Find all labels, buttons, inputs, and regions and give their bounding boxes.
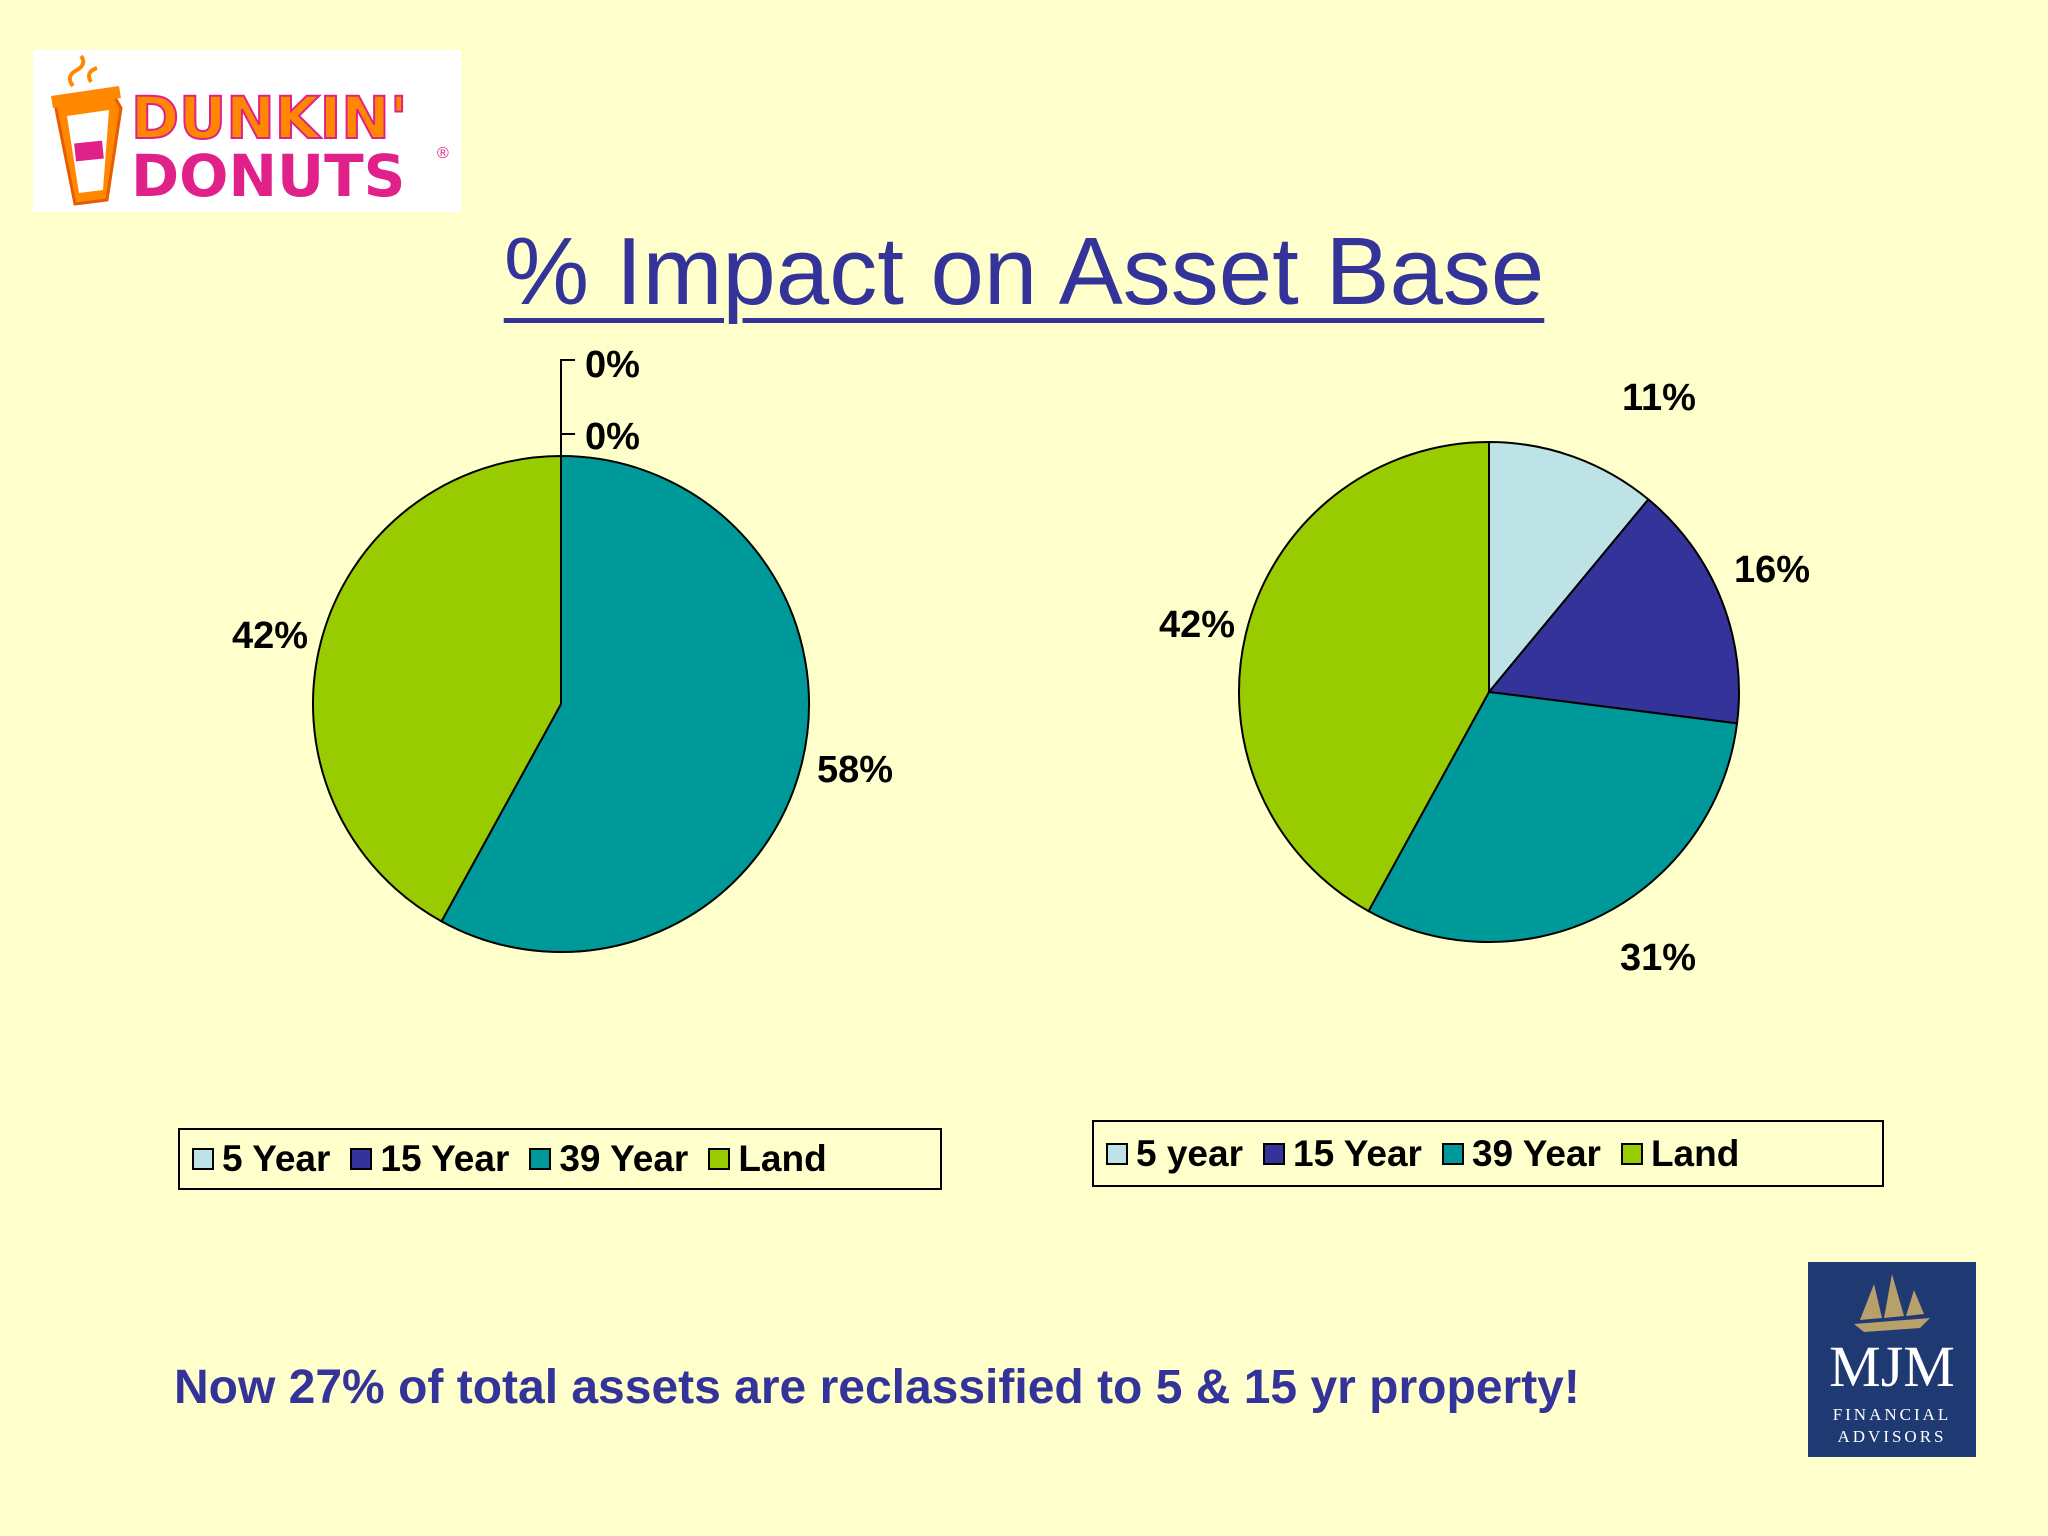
data-label-land: 42% xyxy=(232,615,308,657)
legend-item-5-year: 5 Year xyxy=(192,1138,330,1180)
legend-item-land: Land xyxy=(1620,1132,1740,1175)
legend-label: 39 Year xyxy=(559,1138,689,1179)
dunkin-donuts-logo: DUNKIN' DONUTS ® xyxy=(33,50,461,212)
pie-slice-fifteen-year xyxy=(1487,497,1740,725)
pie-chart-before: 0% 0% 58% 42% xyxy=(232,344,893,953)
legend-item-5-year: 5 year xyxy=(1106,1133,1243,1175)
legend-label: 39 Year xyxy=(1471,1132,1601,1174)
pie-slice-thirtynine-year xyxy=(1367,690,1739,943)
logo-text-dunkin: DUNKIN' xyxy=(131,84,408,152)
data-label-five-year: 0% xyxy=(585,344,640,386)
footer-note: Now 27% of total assets are reclassified… xyxy=(174,1361,1580,1414)
legend-item-15-year: 15 Year xyxy=(350,1138,509,1180)
registered-mark: ® xyxy=(437,145,449,162)
logo-text-donuts: DONUTS xyxy=(131,142,405,210)
pie-chart-after: 11% 16% 31% 42% xyxy=(1159,380,1810,979)
sailing-ship-icon xyxy=(1854,1274,1930,1332)
pie-slice-thirtynine-year xyxy=(440,454,810,953)
legend-swatch xyxy=(350,1148,373,1170)
coffee-cup-icon xyxy=(51,54,123,206)
logo-text-advisors: ADVISORS xyxy=(1837,1427,1946,1446)
legend-swatch xyxy=(1106,1142,1128,1165)
legend-label: 15 Year xyxy=(380,1138,510,1179)
data-label-fifteen-year: 16% xyxy=(1734,549,1810,591)
legend-item-15-year: 15 Year xyxy=(1263,1133,1422,1175)
data-label-fifteen-year: 0% xyxy=(585,416,640,458)
legend-label: 15 Year xyxy=(1293,1132,1422,1174)
data-label-five-year: 11% xyxy=(1622,380,1696,419)
legend-swatch xyxy=(1620,1142,1643,1165)
legend-item-land: Land xyxy=(708,1138,827,1180)
legend-swatch xyxy=(1263,1142,1285,1165)
logo-text-financial: FINANCIAL xyxy=(1833,1405,1952,1424)
legend-label: Land xyxy=(1650,1132,1740,1174)
legend-label: Land xyxy=(738,1138,827,1179)
legend-item-39-year: 39 Year xyxy=(529,1138,688,1180)
legend-swatch xyxy=(192,1148,214,1170)
legend-left: 5 Year 15 Year 39 Year Land xyxy=(178,1128,942,1190)
leader-line-five-year xyxy=(560,359,575,456)
legend-swatch xyxy=(1441,1142,1464,1165)
data-label-thirtynine-year: 58% xyxy=(817,749,893,791)
leader-line-fifteen-year xyxy=(560,433,575,464)
legend-swatch xyxy=(708,1148,731,1170)
legend-right: 5 year 15 Year 39 Year Land xyxy=(1092,1120,1884,1187)
pie-slice-land xyxy=(1238,440,1490,913)
pie-slice-five-year xyxy=(1488,440,1650,695)
logo-text-mjm: MJM xyxy=(1829,1334,1955,1399)
mjm-financial-advisors-logo: MJM FINANCIAL ADVISORS xyxy=(1808,1262,1976,1457)
pie-slice-land xyxy=(312,454,562,923)
page-title: % Impact on Asset Base xyxy=(503,218,1545,325)
data-label-thirtynine-year: 31% xyxy=(1620,937,1696,979)
legend-label: 5 year xyxy=(1136,1132,1243,1174)
legend-label: 5 Year xyxy=(222,1138,331,1179)
legend-item-39-year: 39 Year xyxy=(1441,1132,1601,1175)
data-label-land: 42% xyxy=(1159,604,1235,646)
legend-swatch xyxy=(529,1148,552,1170)
